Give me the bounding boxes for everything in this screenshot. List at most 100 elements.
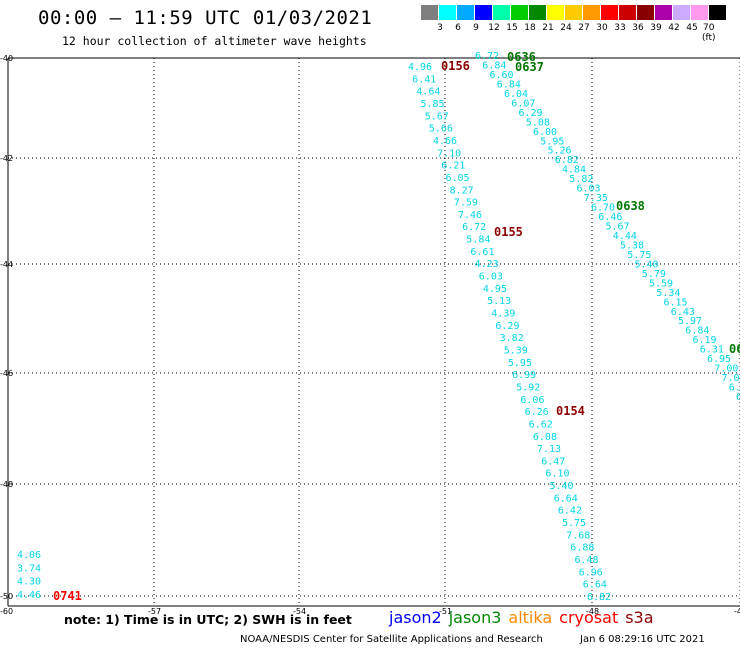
wave-height-value: 4.66 [433,136,457,147]
colorbar-swatch [583,5,600,20]
wave-height-value: 6.03 [577,184,601,195]
wave-height-value: 6.06 [520,395,544,406]
wave-height-value: 8.27 [450,185,474,196]
wave-height-value: 6.72 [462,222,486,233]
longitude-label: -51 [439,607,452,616]
wave-height-value: 6.99 [512,370,536,381]
wave-height-value: 4.96 [408,62,432,73]
wave-height-value: 6.46 [598,212,622,223]
wave-height-value: 5.95 [508,358,532,369]
credit-line: NOAA/NESDIS Center for Satellite Applica… [240,634,543,645]
wave-height-value: 6.84 [482,61,506,72]
colorbar-label: 24 [560,23,572,33]
colorbar-label: 18 [524,23,536,33]
wave-height-value: 6.29 [495,321,519,332]
wave-height-value: 6.64 [583,580,607,591]
wave-height-value: 5.84 [466,235,490,246]
colorbar-swatch [709,5,726,20]
colorbar-label: 21 [542,23,554,33]
wave-height-value: 6.04 [504,89,528,100]
track-A: 4.966.41 4.645.855.67 5.664.667.10 6.216.05… [408,62,611,603]
wave-height-value: 6.84 [497,79,521,90]
wave-height-value: 6.47 [541,456,565,467]
track-B: 6.726.846.606.846.046.076.295.086.005.95… [475,51,740,403]
pass-time-label: 0741 [53,589,82,603]
wave-height-value: 7.00 [714,364,738,375]
map-grid [7,57,740,607]
colorbar-swatch [565,5,582,20]
latitude-label: -48 [0,480,13,489]
wave-height-value: 5.75 [627,250,651,261]
wave-height-value: 7.13 [537,444,561,455]
latitude-label: -40 [0,54,13,63]
colorbar-swatch [493,5,510,20]
wave-height-value: 5.26 [548,146,572,157]
wave-height-value: 7.46 [458,210,482,221]
wave-height-value: 6.41 [412,74,436,85]
colorbar-swatch [547,5,564,20]
wave-height-value: 3.74 [17,563,41,574]
colorbar-label: 33 [614,23,626,33]
pass-time-label: 06 [729,342,740,356]
wave-height-value: 6.64 [554,493,578,504]
colorbar-label: 27 [578,23,590,33]
wave-height-value: 3.82 [500,333,524,344]
wave-height-value: 6.26 [525,407,549,418]
colorbar-label: 42 [668,23,680,33]
wave-height-value: 5.79 [642,269,666,280]
colorbar-swatch [673,5,690,20]
colorbar-label: 15 [506,23,518,33]
colorbar-label: 3 [437,23,443,33]
pass-time-label: 0638 [616,199,645,213]
wave-height-value: 6.82 [555,155,579,166]
colorbar-label: 9 [473,23,479,33]
longitude-label: -45 [734,607,740,616]
wave-height-value: 6 [736,392,740,403]
wave-height-value: 5.59 [649,278,673,289]
wave-height-value: 5.75 [562,518,586,529]
wave-height-value: 7.10 [437,148,461,159]
pass-time-label: 0636 [507,50,536,64]
wave-height-value: 6.82 [587,592,611,603]
pass-time-label: 0154 [556,404,585,418]
footer-note: note: 1) Time is in UTC; 2) SWH is in fe… [64,612,352,627]
wave-height-value: 4.64 [416,87,440,98]
wave-height-value: 6.43 [671,307,695,318]
wave-height-value: 5.13 [487,296,511,307]
wave-height-value: 6.29 [519,108,543,119]
wave-height-value: 6.95 [707,354,731,365]
wave-height-value: 6.88 [570,543,594,554]
pass-time-label: 0156 [441,59,470,73]
satellite-altika: altika [508,608,553,627]
colorbar-label: 45 [686,23,698,33]
colorbar-label: 12 [488,23,500,33]
wave-height-value: 7.68 [566,530,590,541]
altimeter-tracks: 4.966.414.645.855.675.664.667.106.216.05… [17,51,740,603]
wave-height-value: 6.48 [575,555,599,566]
colorbar-label: 6 [455,23,461,33]
latitude-label: -42 [0,154,13,163]
wave-height-value: 6.31 [700,345,724,356]
page-title: 00:00 – 11:59 UTC 01/03/2021 [38,7,373,29]
wave-height-value: 4.23 [475,259,499,270]
wave-height-value: 5.38 [620,240,644,251]
wave-height-value: 6.70 [591,203,615,214]
wave-height-value: 6.62 [529,419,553,430]
pass-time-label: 0155 [494,225,523,239]
colorbar-swatch [637,5,654,20]
wave-height-value: 6.19 [693,335,717,346]
longitude-label: -54 [293,607,306,616]
colorbar-swatch [475,5,492,20]
wave-height-value: 5.67 [425,111,449,122]
latitude-label: -44 [0,260,13,269]
wave-height-value: 5.92 [516,383,540,394]
satellite-cryosat: cryosat [559,608,619,627]
wave-height-value: 6.7 [729,383,740,394]
wave-height-value: 4.84 [562,165,586,176]
wave-height-value: 6.15 [664,297,688,308]
colorbar-label: 39 [650,23,662,33]
wave-height-value: 4.06 [17,550,41,561]
satellite-s3a: s3a [625,608,654,627]
